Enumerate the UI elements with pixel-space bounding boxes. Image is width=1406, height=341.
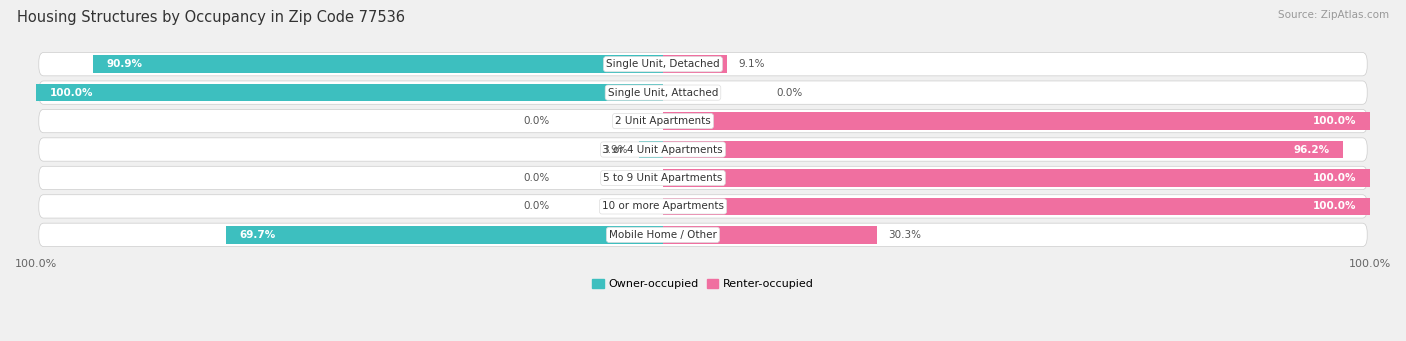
Text: 69.7%: 69.7% <box>239 230 276 240</box>
Text: 0.0%: 0.0% <box>523 116 550 126</box>
Text: 3.9%: 3.9% <box>602 145 628 154</box>
Text: 100.0%: 100.0% <box>1313 173 1357 183</box>
Text: 9.1%: 9.1% <box>738 59 765 69</box>
Text: 2 Unit Apartments: 2 Unit Apartments <box>614 116 711 126</box>
Text: 30.3%: 30.3% <box>887 230 921 240</box>
Text: 3 or 4 Unit Apartments: 3 or 4 Unit Apartments <box>603 145 723 154</box>
Text: 90.9%: 90.9% <box>107 59 142 69</box>
Text: 0.0%: 0.0% <box>523 202 550 211</box>
FancyBboxPatch shape <box>39 223 1367 247</box>
Text: 5 to 9 Unit Apartments: 5 to 9 Unit Apartments <box>603 173 723 183</box>
Bar <box>664 55 727 73</box>
Text: 0.0%: 0.0% <box>776 88 803 98</box>
Text: Source: ZipAtlas.com: Source: ZipAtlas.com <box>1278 10 1389 20</box>
Bar <box>664 197 1369 215</box>
Bar <box>93 55 664 73</box>
FancyBboxPatch shape <box>39 138 1367 161</box>
Bar <box>226 226 664 244</box>
Bar <box>664 226 877 244</box>
Text: 96.2%: 96.2% <box>1294 145 1330 154</box>
Text: 100.0%: 100.0% <box>1313 202 1357 211</box>
Text: 0.0%: 0.0% <box>523 173 550 183</box>
FancyBboxPatch shape <box>39 109 1367 133</box>
Text: Mobile Home / Other: Mobile Home / Other <box>609 230 717 240</box>
FancyBboxPatch shape <box>39 166 1367 190</box>
Text: Housing Structures by Occupancy in Zip Code 77536: Housing Structures by Occupancy in Zip C… <box>17 10 405 25</box>
FancyBboxPatch shape <box>39 81 1367 104</box>
Text: Single Unit, Attached: Single Unit, Attached <box>607 88 718 98</box>
Bar <box>664 141 1343 158</box>
FancyBboxPatch shape <box>39 195 1367 218</box>
Text: Single Unit, Detached: Single Unit, Detached <box>606 59 720 69</box>
FancyBboxPatch shape <box>39 53 1367 76</box>
Legend: Owner-occupied, Renter-occupied: Owner-occupied, Renter-occupied <box>588 274 818 294</box>
Bar <box>664 169 1369 187</box>
Text: 100.0%: 100.0% <box>49 88 93 98</box>
Bar <box>638 141 664 158</box>
Text: 10 or more Apartments: 10 or more Apartments <box>602 202 724 211</box>
Bar <box>664 112 1369 130</box>
Bar <box>37 84 664 101</box>
Text: 100.0%: 100.0% <box>1313 116 1357 126</box>
